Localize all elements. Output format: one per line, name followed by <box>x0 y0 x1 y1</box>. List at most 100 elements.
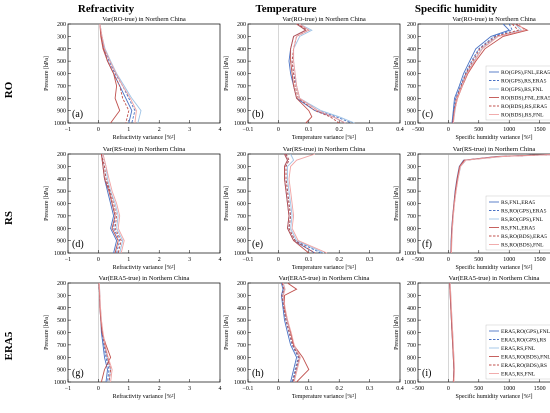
chart-panel-a: Var(RO-true) in Northern China 200 300 400 5… <box>44 16 222 141</box>
chart-panel-e: Var(RS-true) in Northern China 200 300 400 5… <box>224 146 404 271</box>
series-line-6 <box>288 153 328 254</box>
x-tick-label: 0.1 <box>305 257 313 263</box>
y-tick-label: 400 <box>57 306 66 312</box>
panel-title: Var(RO-true) in Northern China <box>102 16 186 23</box>
x-tick-label: 500 <box>474 127 483 133</box>
x-tick-label: 3 <box>188 386 191 392</box>
panel-title: Var(RS-true) in Northern China <box>283 146 366 153</box>
legend-label: ERA5,RO(BDS),RS <box>501 362 547 369</box>
y-tick-label: 300 <box>407 164 416 170</box>
y-tick-label: 200 <box>57 152 66 158</box>
y-tick-label: 600 <box>407 72 416 78</box>
panel-label: (f) <box>422 239 432 250</box>
y-tick-label: 500 <box>237 318 246 324</box>
series-line-2 <box>452 23 513 124</box>
series-line-4 <box>99 23 121 124</box>
y-axis-label: Pressure [hPa] <box>394 186 400 221</box>
series-line-6 <box>293 23 346 124</box>
legend-label: RO(BDS),RS,ERA5 <box>501 103 547 110</box>
y-tick-label: 200 <box>407 152 416 158</box>
y-tick-label: 500 <box>57 189 66 195</box>
panel-title: Var(ERA5-true) in Northern China <box>99 275 190 282</box>
y-axis-label: Pressure [hPa] <box>224 56 230 91</box>
y-tick-label: 200 <box>407 22 416 28</box>
legend-box <box>485 65 550 121</box>
y-tick-label: 500 <box>57 59 66 65</box>
series-line-6 <box>449 282 455 383</box>
legend-label: ERA5,RO(GPS),FNL <box>501 328 550 335</box>
chart-panel-b: Var(RO-true) in Northern China 200 300 400 5… <box>224 16 404 141</box>
y-tick-label: 900 <box>237 368 246 374</box>
y-tick-label: 700 <box>237 343 246 349</box>
y-tick-label: 800 <box>407 226 416 232</box>
x-tick-label: −1 <box>65 386 71 392</box>
x-tick-label: 500 <box>474 257 483 263</box>
y-tick-label: 800 <box>407 96 416 102</box>
y-tick-label: 200 <box>57 281 66 287</box>
y-tick-label: 1000 <box>404 121 416 127</box>
x-tick-label: 3 <box>188 127 191 133</box>
y-tick-label: 400 <box>237 306 246 312</box>
y-tick-label: 1000 <box>404 251 416 257</box>
series-line-5 <box>452 23 520 124</box>
y-tick-label: 600 <box>237 202 246 208</box>
x-axis-label: Refractivity variance [%²] <box>113 264 176 271</box>
plot-frame <box>247 153 401 254</box>
x-tick-label: −0.1 <box>243 386 254 392</box>
y-axis-label: Pressure [hPa] <box>394 56 400 91</box>
legend-label: RO(GPS),RS,ERA5 <box>501 78 547 85</box>
y-tick-label: 800 <box>57 226 66 232</box>
y-tick-label: 800 <box>237 355 246 361</box>
row-label-ro: RO <box>3 81 15 98</box>
panel-label: (a) <box>72 109 83 120</box>
x-axis-label: Specific humidity variance [%²] <box>456 134 533 141</box>
y-tick-label: 900 <box>57 368 66 374</box>
y-tick-label: 600 <box>237 72 246 78</box>
x-tick-label: 4 <box>219 127 222 133</box>
x-tick-label: 0.2 <box>335 127 343 133</box>
y-tick-label: 900 <box>57 239 66 245</box>
panel-label: (b) <box>252 109 264 120</box>
y-tick-label: 1000 <box>54 380 66 386</box>
legend-label: RS,FNL,ERA5 <box>501 200 535 206</box>
panel-title: Var(RS-true) in Northern China <box>453 146 536 153</box>
y-tick-label: 700 <box>57 343 66 349</box>
x-tick-label: 500 <box>474 386 483 392</box>
x-tick-label: 0 <box>97 127 100 133</box>
panels: Var(RO-true) in Northern China2003004005… <box>44 16 550 400</box>
y-tick-label: 600 <box>57 202 66 208</box>
column-header-refractivity: Refractivity <box>78 3 135 15</box>
x-axis-label: Refractivity variance [%²] <box>113 134 176 141</box>
chart-panel-f: Var(RS-true) in Northern China 200 300 400 5… <box>394 146 550 271</box>
y-tick-label: 600 <box>57 331 66 337</box>
y-tick-label: 300 <box>57 164 66 170</box>
y-tick-label: 700 <box>237 84 246 90</box>
y-tick-label: 1000 <box>54 121 66 127</box>
panel-title: Var(ERA5-true) in Northern China <box>279 275 370 282</box>
x-tick-label: 0 <box>97 257 100 263</box>
x-tick-label: 4 <box>219 386 222 392</box>
series-line-1 <box>451 23 511 124</box>
column-header-temperature: Temperature <box>255 3 316 15</box>
panel-title: Var(RS-true) in Northern China <box>103 146 186 153</box>
x-axis-label: Refractivity variance [%²] <box>113 393 176 400</box>
y-tick-label: 900 <box>407 239 416 245</box>
y-tick-label: 400 <box>407 177 416 183</box>
chart-panel-g: Var(ERA5-true) in Northern China20030040… <box>44 275 222 400</box>
panel-title: Var(RO-true) in Northern China <box>282 16 366 23</box>
x-tick-label: 0.3 <box>366 127 374 133</box>
y-tick-label: 500 <box>407 318 416 324</box>
x-tick-label: 0.3 <box>366 386 374 392</box>
y-tick-label: 900 <box>407 368 416 374</box>
x-tick-label: 1000 <box>503 257 515 263</box>
legend-label: RO(GPS),FNL,ERA5 <box>501 69 550 76</box>
y-tick-label: 300 <box>407 34 416 40</box>
x-tick-label: 0.2 <box>335 386 343 392</box>
y-tick-label: 600 <box>237 331 246 337</box>
y-tick-label: 700 <box>57 214 66 220</box>
y-tick-label: 700 <box>407 214 416 220</box>
x-tick-label: −1 <box>65 257 71 263</box>
series-line-6 <box>99 23 137 124</box>
series-line-3 <box>102 153 124 254</box>
